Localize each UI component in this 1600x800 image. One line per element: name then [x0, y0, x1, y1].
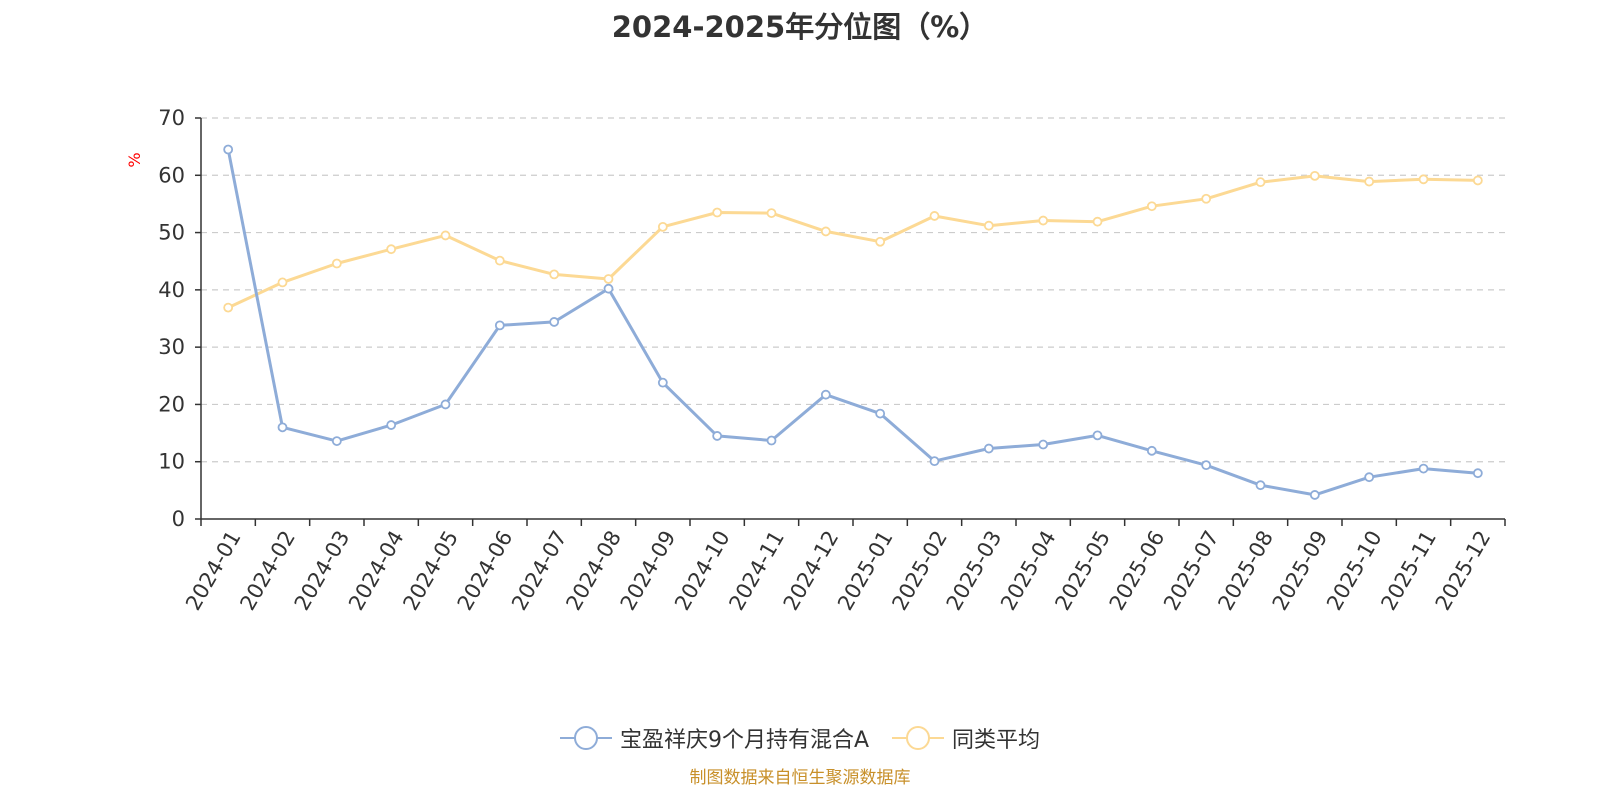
- grid-lines: [201, 117, 1505, 463]
- legend-label-fund: 宝盈祥庆9个月持有混合A: [619, 728, 870, 753]
- data-point[interactable]: [1146, 445, 1157, 456]
- legend-marker-fund-icon: [559, 726, 612, 750]
- axes: 0102030405060702024-012024-022024-032024…: [158, 106, 1506, 615]
- data-point[interactable]: [494, 255, 505, 266]
- legend-label-average: 同类平均: [952, 728, 1041, 753]
- y-tick-label: 10: [158, 450, 185, 474]
- data-point[interactable]: [983, 443, 994, 454]
- data-point[interactable]: [1364, 176, 1375, 187]
- data-point[interactable]: [712, 431, 723, 441]
- data-point[interactable]: [277, 422, 288, 433]
- series-points: [223, 144, 1483, 500]
- data-point[interactable]: [331, 436, 342, 446]
- data-point[interactable]: [331, 258, 342, 269]
- data-point[interactable]: [549, 317, 560, 327]
- y-tick-label: 70: [158, 106, 185, 130]
- data-point[interactable]: [386, 244, 397, 255]
- data-point[interactable]: [657, 221, 668, 232]
- legend-item-fund[interactable]: 宝盈祥庆9个月持有混合A: [559, 722, 870, 754]
- data-point[interactable]: [766, 208, 777, 218]
- y-tick-label: 0: [172, 507, 185, 531]
- y-axis-label: %: [125, 152, 144, 167]
- y-tick-label: 30: [158, 335, 185, 359]
- data-point[interactable]: [223, 144, 234, 155]
- data-point[interactable]: [1364, 472, 1375, 483]
- data-point[interactable]: [875, 236, 886, 247]
- data-point[interactable]: [1146, 201, 1157, 212]
- data-point[interactable]: [223, 302, 234, 313]
- x-tick-label: 2025-12: [1431, 527, 1496, 615]
- data-point[interactable]: [1255, 177, 1266, 188]
- y-tick-label: 20: [158, 392, 185, 416]
- data-point[interactable]: [875, 408, 886, 419]
- data-point[interactable]: [1255, 480, 1266, 491]
- data-point[interactable]: [929, 456, 940, 467]
- series-line-0: [226, 149, 1478, 497]
- data-point[interactable]: [494, 320, 505, 331]
- data-point[interactable]: [1418, 463, 1429, 474]
- data-point[interactable]: [820, 389, 831, 400]
- data-point[interactable]: [440, 230, 451, 241]
- data-point[interactable]: [983, 220, 994, 231]
- data-point[interactable]: [1201, 193, 1212, 204]
- data-point[interactable]: [603, 283, 614, 294]
- data-point[interactable]: [1309, 490, 1320, 500]
- data-point[interactable]: [929, 211, 940, 221]
- legend-marker-average-icon: [892, 726, 945, 750]
- legend-item-average[interactable]: 同类平均: [892, 722, 1040, 754]
- legend: 宝盈祥庆9个月持有混合A 同类平均: [0, 722, 1600, 756]
- data-point[interactable]: [712, 207, 723, 218]
- data-point[interactable]: [1201, 460, 1212, 471]
- series-line-1: [227, 174, 1478, 309]
- y-tick-label: 50: [158, 221, 185, 245]
- y-tick-label: 40: [158, 278, 185, 302]
- data-point[interactable]: [1472, 175, 1483, 186]
- data-point[interactable]: [440, 399, 451, 410]
- data-point[interactable]: [386, 420, 397, 430]
- data-point[interactable]: [603, 274, 614, 284]
- series-lines: [226, 149, 1478, 497]
- data-point[interactable]: [1309, 170, 1320, 181]
- data-source-note: 制图数据来自恒生聚源数据库: [689, 768, 911, 788]
- data-point[interactable]: [1092, 430, 1103, 441]
- data-point[interactable]: [657, 377, 668, 388]
- data-point[interactable]: [1418, 174, 1429, 185]
- data-point[interactable]: [1038, 439, 1049, 450]
- chart-title: 2024-2025年分位图（%）: [611, 10, 989, 44]
- data-point[interactable]: [820, 226, 831, 237]
- y-tick-label: 60: [158, 163, 185, 187]
- data-point[interactable]: [1038, 215, 1049, 226]
- data-point[interactable]: [549, 269, 560, 280]
- data-point[interactable]: [277, 277, 288, 288]
- data-point[interactable]: [1092, 216, 1103, 227]
- data-point[interactable]: [766, 435, 777, 446]
- data-point[interactable]: [1472, 468, 1483, 479]
